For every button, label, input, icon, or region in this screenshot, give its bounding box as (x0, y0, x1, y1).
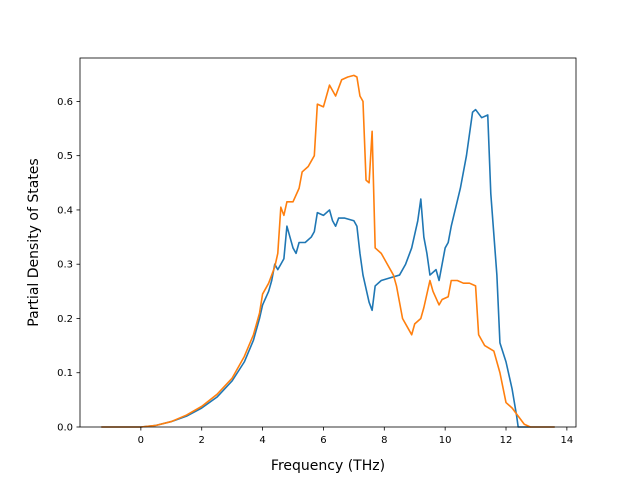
x-tick-label: 12 (500, 435, 513, 446)
series-line-2 (101, 74, 555, 428)
x-tick-label: 2 (199, 435, 205, 446)
y-tick-label: 0.2 (57, 314, 73, 325)
x-tick-label: 14 (561, 435, 574, 446)
y-tick-label: 0.3 (57, 260, 73, 271)
x-tick-label: 10 (439, 435, 452, 446)
series-group (101, 74, 555, 428)
y-tick-label: 0.6 (57, 97, 73, 108)
x-axis: 0 2 4 6 8 10 12 14 (138, 427, 574, 446)
y-tick-label: 0.1 (57, 368, 73, 379)
plot-frame (79, 57, 577, 428)
x-tick-label: 8 (381, 435, 387, 446)
x-tick-label: 6 (320, 435, 326, 446)
y-axis-label: Partial Density of States (26, 158, 42, 326)
y-tick-label: 0.0 (57, 423, 73, 434)
y-tick-label: 0.4 (57, 205, 73, 216)
y-tick-label: 0.5 (57, 151, 73, 162)
x-tick-label: 0 (138, 435, 144, 446)
y-axis: 0.0 0.1 0.2 0.3 0.4 0.5 0.6 (57, 97, 80, 434)
x-tick-label: 4 (259, 435, 265, 446)
series-line-1 (101, 108, 555, 428)
x-axis-label: Frequency (THz) (271, 458, 385, 474)
